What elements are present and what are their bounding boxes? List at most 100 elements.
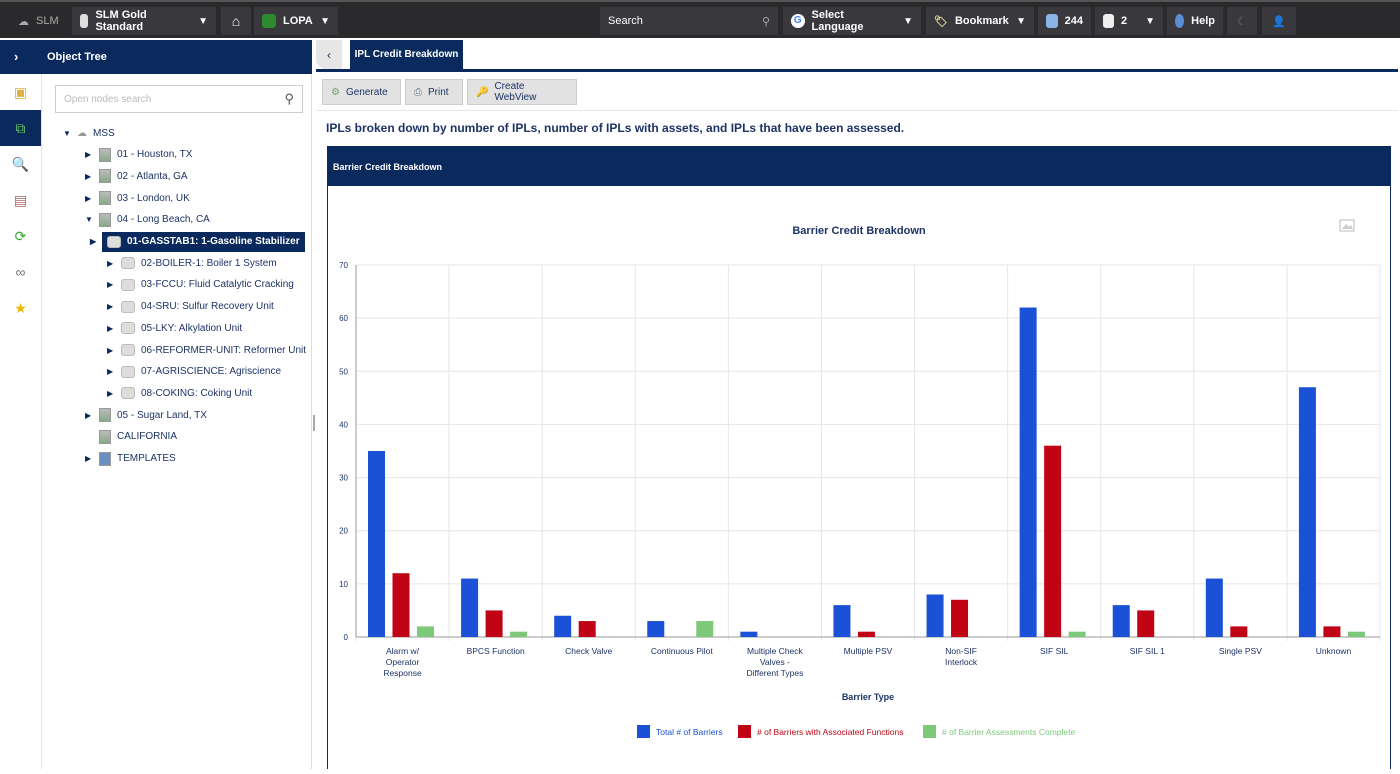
- help-button[interactable]: Help: [1167, 7, 1223, 35]
- tree-node-label: 04-SRU: Sulfur Recovery Unit: [141, 301, 274, 313]
- tree-node-label: CALIFORNIA: [117, 431, 178, 443]
- language-selector[interactable]: G Select Language ▼: [783, 7, 921, 35]
- caret-right-icon[interactable]: ▶: [107, 280, 114, 290]
- bookmark-label: Bookmark: [954, 15, 1009, 27]
- tree-node[interactable]: ▶ TEMPLATES: [85, 449, 176, 469]
- caret-right-icon[interactable]: ▶: [107, 367, 114, 377]
- chevron-down-icon: ▼: [1016, 15, 1026, 27]
- building-icon: [99, 169, 111, 184]
- print-button[interactable]: ⎙ Print: [405, 79, 463, 105]
- tree-node[interactable]: ▶ 06-REFORMER-UNIT: Reformer Unit: [107, 340, 306, 360]
- tree-node[interactable]: ▶ 05-LKY: Alkylation Unit: [107, 318, 242, 338]
- google-icon: G: [791, 14, 805, 28]
- refresh-icon[interactable]: ⟳: [14, 227, 27, 244]
- home-button[interactable]: ⌂: [221, 7, 251, 35]
- bar: [1298, 387, 1316, 637]
- caret-right-icon[interactable]: ▶: [107, 323, 114, 333]
- x-axis-label: Barrier Type: [842, 692, 894, 702]
- database-selector[interactable]: SLM Gold Standard ▼: [72, 7, 216, 35]
- unit-icon: [121, 278, 135, 291]
- tree-node[interactable]: ▶ 02-BOILER-1: Boiler 1 System: [107, 253, 277, 273]
- caret-right-icon[interactable]: ▶: [90, 237, 97, 246]
- tree-node[interactable]: ▶ 04-SRU: Sulfur Recovery Unit: [107, 297, 274, 317]
- panel-title: Barrier Credit Breakdown: [328, 147, 1390, 186]
- bar: [417, 626, 434, 637]
- caret-right-icon[interactable]: ▶: [85, 171, 92, 181]
- image-export-icon[interactable]: [1339, 219, 1355, 232]
- y-tick-label: 40: [339, 420, 348, 429]
- legend-swatch: [738, 725, 751, 738]
- key-icon: 🔑: [476, 86, 489, 98]
- brand-label: SLM: [36, 15, 59, 27]
- tab-ipl-credit-breakdown[interactable]: IPL Credit Breakdown: [350, 40, 463, 69]
- brand[interactable]: ☁ SLM: [10, 7, 67, 35]
- tree-node[interactable]: CALIFORNIA: [85, 427, 177, 447]
- messages-count: 244: [1064, 15, 1083, 27]
- create-webview-button[interactable]: 🔑 Create WebView: [467, 79, 577, 105]
- tree-node-label: 02 - Atlanta, GA: [117, 170, 188, 182]
- hierarchy-icon[interactable]: ⧉: [0, 110, 41, 146]
- tree-node[interactable]: ▶ 01-GASSTAB1: 1-Gasoline Stabilizer: [90, 231, 305, 252]
- bar: [696, 621, 714, 637]
- collapse-button[interactable]: ‹: [316, 40, 342, 69]
- help-label: Help: [1191, 15, 1215, 27]
- open-nodes-search[interactable]: Open nodes search ⚲: [55, 85, 303, 113]
- caret-down-icon[interactable]: ▼: [85, 215, 93, 225]
- star-icon[interactable]: ★: [14, 299, 27, 316]
- x-tick-label: Single PSV: [1219, 646, 1262, 656]
- x-tick-label: Check Valve: [565, 646, 612, 656]
- tree-node[interactable]: ▶ 05 - Sugar Land, TX: [85, 405, 207, 425]
- bar: [1112, 605, 1130, 637]
- user-menu[interactable]: 👤: [1262, 7, 1296, 35]
- caret-right-icon[interactable]: ▶: [107, 258, 114, 268]
- expand-icon[interactable]: ›: [14, 49, 19, 64]
- theme-toggle[interactable]: ☾: [1227, 7, 1257, 35]
- caret-down-icon[interactable]: ▼: [63, 128, 71, 138]
- y-tick-label: 70: [339, 261, 348, 270]
- caret-right-icon[interactable]: ▶: [107, 302, 114, 312]
- tree-node[interactable]: ▼ ☁ MSS: [63, 123, 115, 143]
- database-label: SLM Gold Standard: [95, 9, 147, 33]
- caret-right-icon[interactable]: ▶: [85, 454, 92, 463]
- caret-right-icon[interactable]: ▶: [85, 410, 92, 420]
- tree-node[interactable]: ▶ 03 - London, UK: [85, 188, 190, 208]
- building-icon: [99, 429, 111, 444]
- caret-right-icon[interactable]: ▶: [107, 345, 114, 355]
- tree-node-label: 05 - Sugar Land, TX: [117, 409, 207, 421]
- caret-right-icon[interactable]: ▶: [85, 193, 92, 203]
- documents-button[interactable]: 2 ▼: [1095, 7, 1163, 35]
- notebook-icon[interactable]: ▤: [13, 191, 28, 208]
- bookmark-button[interactable]: 🏷 Bookmark ▼: [926, 7, 1034, 35]
- module-selector[interactable]: LOPA ▼: [254, 7, 338, 35]
- bar: [510, 631, 528, 637]
- caret-right-icon[interactable]: ▶: [107, 388, 114, 398]
- tree-node[interactable]: ▶ 01 - Houston, TX: [85, 145, 192, 165]
- gear-icon: ⚙: [331, 86, 340, 98]
- splitter-handle[interactable]: [313, 415, 315, 431]
- user-icon: 👤: [1272, 15, 1286, 28]
- tree-node[interactable]: ▶ 07-AGRISCIENCE: Agriscience: [107, 362, 281, 382]
- messages-button[interactable]: 244: [1038, 7, 1091, 35]
- search-placeholder: Open nodes search: [64, 94, 152, 105]
- bar: [1068, 631, 1086, 637]
- mail-icon: [1046, 14, 1058, 28]
- link-icon[interactable]: ∞: [15, 264, 26, 280]
- divider: [316, 110, 1398, 111]
- generate-button[interactable]: ⚙ Generate: [322, 79, 401, 105]
- tree-node[interactable]: ▼ 04 - Long Beach, CA: [85, 210, 210, 230]
- asset-icon[interactable]: ▣: [13, 83, 28, 100]
- search-icon[interactable]: 🔍: [11, 155, 30, 172]
- unit-icon: [121, 300, 135, 313]
- tree-node-label: MSS: [93, 127, 115, 139]
- tree-node[interactable]: ▶ 02 - Atlanta, GA: [85, 166, 188, 186]
- search-input[interactable]: Search ⚲: [600, 7, 778, 35]
- tree-node[interactable]: ▶ 08-COKING: Coking Unit: [107, 383, 252, 403]
- bar: [554, 615, 572, 637]
- tree-node-label: 04 - Long Beach, CA: [117, 214, 210, 226]
- tree-node[interactable]: ▶ 03-FCCU: Fluid Catalytic Cracking: [107, 275, 294, 295]
- home-icon: ⌂: [231, 13, 241, 29]
- caret-right-icon[interactable]: ▶: [85, 150, 92, 160]
- language-label: Select Language: [811, 9, 864, 33]
- legend-label: Total # of Barriers: [656, 727, 723, 737]
- legend-label: # of Barriers with Associated Functions: [757, 727, 903, 737]
